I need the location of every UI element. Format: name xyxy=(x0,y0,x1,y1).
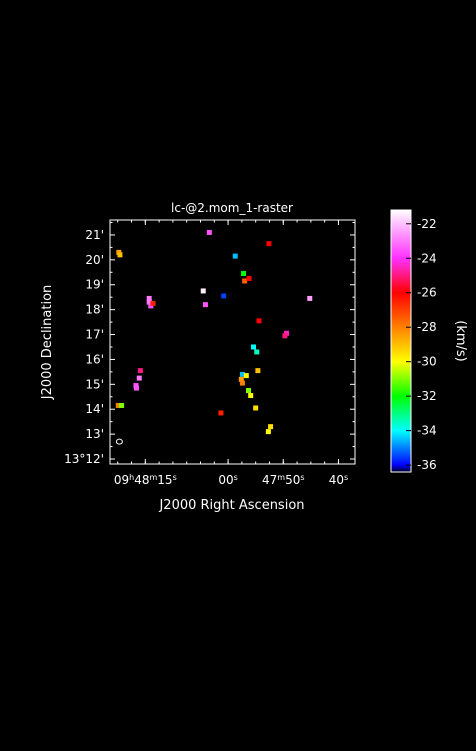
y-tick-label: 13°12' xyxy=(64,452,104,466)
emission-pixel xyxy=(239,380,245,386)
x-axis-ticks: 09h48m15s 00s 47m50s 40s xyxy=(114,220,348,487)
y-axis-ticks: 13°12' 13' 14' 15' 16' 17' 18' 19' 20' 21' xyxy=(64,221,355,466)
emission-pixel xyxy=(202,302,208,308)
emission-pixel xyxy=(241,271,247,277)
emission-pixel xyxy=(200,288,206,294)
colorbar-tick-label: -26 xyxy=(417,286,437,300)
emission-pixel xyxy=(255,368,261,374)
emission-pixel xyxy=(117,252,123,258)
emission-pixel xyxy=(254,349,260,355)
emission-pixel xyxy=(218,410,224,416)
colorbar-label: (km/s) xyxy=(453,320,468,362)
beam-marker xyxy=(115,438,123,445)
y-tick-label: 16' xyxy=(85,352,104,366)
x-tick-label: 40s xyxy=(329,473,348,488)
emission-pixel xyxy=(146,299,152,305)
y-tick-label: 21' xyxy=(85,228,104,242)
plot-frame xyxy=(109,219,356,465)
colorbar-ticks: -22 -24 -26 -28 -30 -32 -34 -36 xyxy=(406,217,437,472)
emission-pixel xyxy=(250,344,256,350)
chart-title: lc-@2.mom_1-raster xyxy=(171,201,293,215)
emission-pixel xyxy=(256,318,262,324)
x-tick-label: 09h48m15s xyxy=(114,473,177,488)
colorbar-tick-label: -34 xyxy=(417,424,437,438)
colorbar-tick-label: -30 xyxy=(417,355,437,369)
x-tick-label: 47m50s xyxy=(262,473,305,488)
x-tick-label: 00s xyxy=(218,473,237,488)
emission-pixel xyxy=(221,293,227,299)
emission-pixel xyxy=(133,385,139,391)
emission-pixel xyxy=(266,241,272,247)
y-tick-label: 19' xyxy=(85,278,104,292)
y-tick-label: 14' xyxy=(85,402,104,416)
y-tick-label: 15' xyxy=(85,377,104,391)
y-axis-label: J2000 Declination xyxy=(40,285,55,401)
colorbar-tick-label: -32 xyxy=(417,389,437,403)
y-tick-label: 20' xyxy=(85,253,104,267)
emission-pixel xyxy=(119,402,125,408)
colorbar xyxy=(390,209,412,473)
emission-pixel xyxy=(136,375,142,381)
emission-pixel xyxy=(238,376,244,382)
emission-pixel xyxy=(206,229,212,235)
x-axis-label: J2000 Right Ascension xyxy=(158,498,304,513)
colorbar-tick-label: -22 xyxy=(417,217,437,231)
emission-pixel xyxy=(282,333,288,339)
beam-ellipse xyxy=(115,438,123,445)
emission-pixel xyxy=(253,405,259,411)
colorbar-tick-label: -36 xyxy=(417,458,437,472)
emission-pixel xyxy=(137,368,143,374)
colorbar-tick-label: -24 xyxy=(417,251,437,265)
emission-pixel xyxy=(243,373,249,379)
y-tick-label: 17' xyxy=(85,328,104,342)
emission-pixels xyxy=(115,229,313,435)
emission-pixel xyxy=(146,295,152,301)
emission-pixel xyxy=(242,278,248,284)
emission-pixel xyxy=(150,300,156,306)
emission-pixel xyxy=(248,393,254,399)
emission-pixel xyxy=(265,429,271,435)
emission-pixel xyxy=(239,371,245,377)
y-tick-label: 18' xyxy=(85,303,104,317)
emission-pixel xyxy=(246,388,252,394)
emission-pixel xyxy=(307,295,313,301)
emission-pixel xyxy=(232,253,238,259)
emission-pixel xyxy=(268,424,274,430)
y-tick-label: 13' xyxy=(85,427,104,441)
emission-pixel xyxy=(246,276,252,282)
colorbar-tick-label: -28 xyxy=(417,320,437,334)
emission-pixel xyxy=(115,402,121,408)
